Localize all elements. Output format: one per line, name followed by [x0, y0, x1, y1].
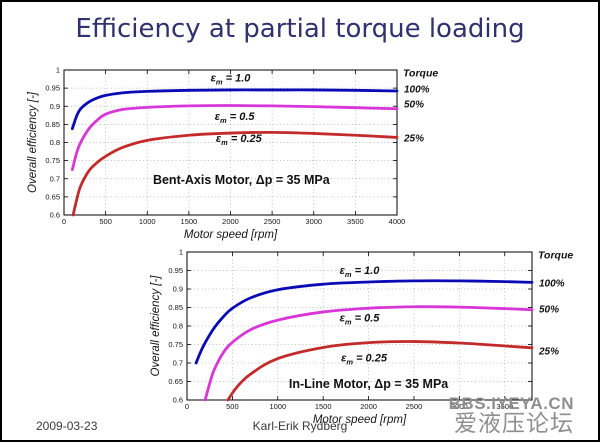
torque-header: Torque [538, 250, 573, 262]
y-tick-label: 0.95 [45, 84, 60, 93]
x-axis-label: Motor speed [rpm] [313, 414, 407, 426]
chart-annotation: In-Line Motor, Δp = 35 MPa [289, 377, 449, 391]
chart-annotation: εm = 0.25 [341, 353, 388, 367]
x-tick-label: 1000 [139, 217, 156, 226]
watermark-forum-text: 爱液压论坛 [454, 410, 574, 436]
x-tick-label: 0 [62, 217, 66, 226]
torque-label: 25% [403, 133, 424, 144]
x-tick-label: 1000 [269, 402, 286, 411]
y-tick-label: 0.95 [168, 266, 183, 275]
chart-annotation: Bent-Axis Motor, Δp = 35 MPa [153, 173, 331, 187]
y-tick-label: 1 [56, 66, 60, 75]
y-tick-label: 0.8 [50, 138, 60, 147]
x-axis-label: Motor speed [rpm] [184, 229, 278, 241]
series-line-50% [203, 305, 534, 402]
torque-label: 100% [539, 279, 565, 290]
plot-box [63, 69, 398, 216]
y-tick-label: 0.85 [168, 303, 183, 312]
x-tick-label: 500 [99, 217, 112, 226]
y-tick-label: 0.7 [173, 359, 183, 368]
chart-annotation: εm = 0.25 [216, 133, 263, 147]
chart-annotation: εm = 1.0 [340, 265, 381, 279]
torque-label: 100% [404, 84, 430, 95]
chart-annotation: εm = 1.0 [211, 73, 252, 87]
y-tick-label: 0.6 [50, 211, 60, 220]
x-tick-label: 1500 [315, 402, 332, 411]
y-tick-label: 0.75 [168, 340, 183, 349]
plot-box [186, 251, 533, 401]
x-tick-label: 0 [185, 402, 189, 411]
x-tick-label: 2500 [264, 217, 281, 226]
x-tick-label: 1500 [181, 217, 198, 226]
slide-title: Efficiency at partial torque loading [75, 14, 525, 44]
x-tick-label: 2000 [222, 217, 239, 226]
watermark-site-text: BBS.IYEYA.CN [448, 394, 574, 413]
x-tick-label: 2500 [406, 402, 423, 411]
x-tick-label: 500 [226, 402, 239, 411]
chart-annotation: εm = 0.5 [340, 313, 381, 327]
series-line-25% [226, 340, 534, 402]
bent-axis-motor-chart: 0 500 1000 1500 2000 2500 3000 3500 4000 0.6 0.65 0… [27, 66, 438, 242]
series-line-100% [194, 279, 534, 365]
in-line-motor-chart: 0 500 1000 1500 2000 2500 3000 3500 0.6 0.65 0.7 0.… [150, 248, 573, 427]
y-tick-label: 0.7 [50, 174, 60, 183]
x-tick-label: 2000 [360, 402, 377, 411]
series-line-50% [70, 104, 399, 172]
x-tick-label: 3000 [305, 217, 322, 226]
x-tick-label: 3500 [496, 402, 513, 411]
torque-label: 50% [404, 100, 424, 111]
series-line-100% [70, 88, 399, 131]
y-tick-label: 0.65 [168, 377, 183, 386]
torque-label: 50% [539, 304, 559, 315]
y-tick-label: 0.9 [50, 102, 60, 111]
footer-date: 2009-03-23 [36, 419, 98, 433]
y-tick-label: 1 [179, 248, 183, 257]
x-tick-label: 4000 [389, 217, 406, 226]
y-tick-label: 0.8 [173, 322, 183, 331]
torque-label: 25% [538, 347, 559, 358]
y-tick-label: 0.85 [45, 120, 60, 129]
y-tick-label: 0.75 [45, 156, 60, 165]
footer-author: Karl-Erik Rydberg [252, 419, 348, 433]
torque-header: Torque [403, 68, 438, 80]
y-axis-label: Overall efficiency [-] [27, 91, 39, 193]
y-tick-label: 0.6 [173, 396, 183, 405]
watermark: BBS.IYEYA.CN 爱液压论坛 [449, 395, 574, 435]
chart-annotation: εm = 0.5 [215, 111, 256, 125]
x-tick-label: 3500 [347, 217, 364, 226]
y-axis-label: Overall efficiency [-] [150, 275, 162, 377]
y-tick-label: 0.9 [173, 285, 183, 294]
y-tick-label: 0.65 [45, 192, 60, 201]
x-tick-label: 3000 [451, 402, 468, 411]
series-line-25% [71, 130, 399, 217]
